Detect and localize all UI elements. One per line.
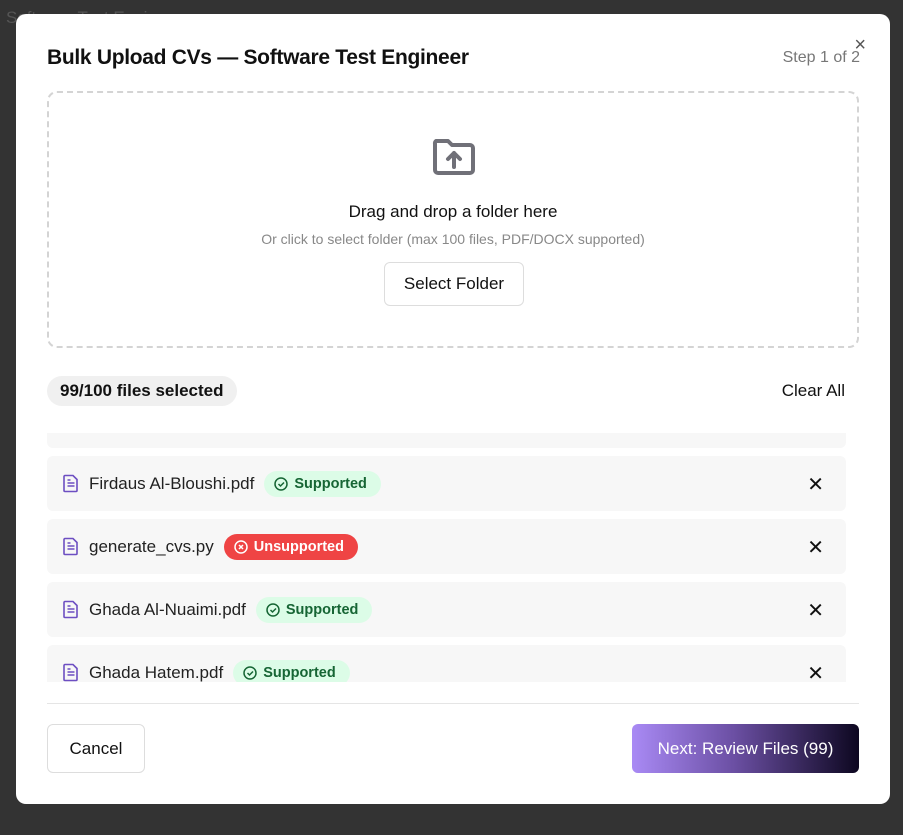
status-text: Supported bbox=[294, 475, 367, 492]
status-badge: Supported bbox=[255, 596, 373, 623]
remove-file-button[interactable]: ✕ bbox=[807, 600, 824, 622]
x-circle-icon bbox=[234, 539, 248, 554]
remove-file-button[interactable]: ✕ bbox=[807, 661, 824, 682]
next-review-files-button[interactable]: Next: Review Files (99) bbox=[632, 724, 859, 773]
close-button[interactable]: × bbox=[854, 34, 866, 56]
folder-upload-icon bbox=[432, 139, 475, 175]
file-name: generate_cvs.py bbox=[89, 536, 214, 556]
dropzone[interactable]: Drag and drop a folder here Or click to … bbox=[47, 91, 859, 348]
divider bbox=[47, 703, 859, 704]
file-list-item: Ghada Al-Nuaimi.pdf Supported ✕ bbox=[47, 582, 846, 637]
status-badge: Supported bbox=[264, 470, 381, 497]
check-circle-icon bbox=[243, 665, 257, 680]
status-text: Unsupported bbox=[253, 538, 344, 555]
file-list[interactable]: Firdaus Al-Bloushi.pdf Supported ✕ gener… bbox=[47, 433, 859, 682]
modal-title: Bulk Upload CVs — Software Test Engineer bbox=[47, 46, 469, 69]
dropzone-subtext: Or click to select folder (max 100 files… bbox=[261, 231, 645, 247]
file-name: Ghada Hatem.pdf bbox=[89, 662, 224, 682]
select-folder-button[interactable]: Select Folder bbox=[384, 262, 524, 306]
bulk-upload-modal: Bulk Upload CVs — Software Test Engineer… bbox=[16, 14, 890, 804]
check-circle-icon bbox=[274, 476, 289, 491]
file-icon bbox=[63, 474, 78, 493]
list-item-partial bbox=[47, 433, 846, 448]
status-text: Supported bbox=[285, 601, 359, 618]
dropzone-heading: Drag and drop a folder here bbox=[348, 202, 558, 221]
file-name: Ghada Al-Nuaimi.pdf bbox=[89, 599, 246, 619]
check-circle-icon bbox=[266, 602, 280, 617]
file-icon bbox=[63, 600, 78, 619]
remove-file-button[interactable]: ✕ bbox=[807, 537, 824, 559]
file-list-item: Ghada Hatem.pdf Supported ✕ bbox=[47, 645, 846, 682]
status-badge: Supported bbox=[233, 659, 350, 682]
status-badge: Unsupported bbox=[223, 533, 358, 560]
clear-all-button[interactable]: Clear All bbox=[781, 381, 845, 400]
file-icon bbox=[63, 537, 78, 556]
step-indicator: Step 1 of 2 bbox=[782, 49, 860, 66]
status-text: Supported bbox=[263, 664, 336, 681]
remove-file-button[interactable]: ✕ bbox=[807, 474, 824, 496]
file-name: Firdaus Al-Bloushi.pdf bbox=[89, 473, 255, 493]
file-list-item: generate_cvs.py Unsupported ✕ bbox=[47, 519, 846, 574]
file-list-item: Firdaus Al-Bloushi.pdf Supported ✕ bbox=[47, 456, 846, 511]
file-icon bbox=[63, 663, 78, 682]
cancel-button[interactable]: Cancel bbox=[47, 724, 145, 773]
selected-count-badge: 99/100 files selected bbox=[47, 376, 237, 406]
